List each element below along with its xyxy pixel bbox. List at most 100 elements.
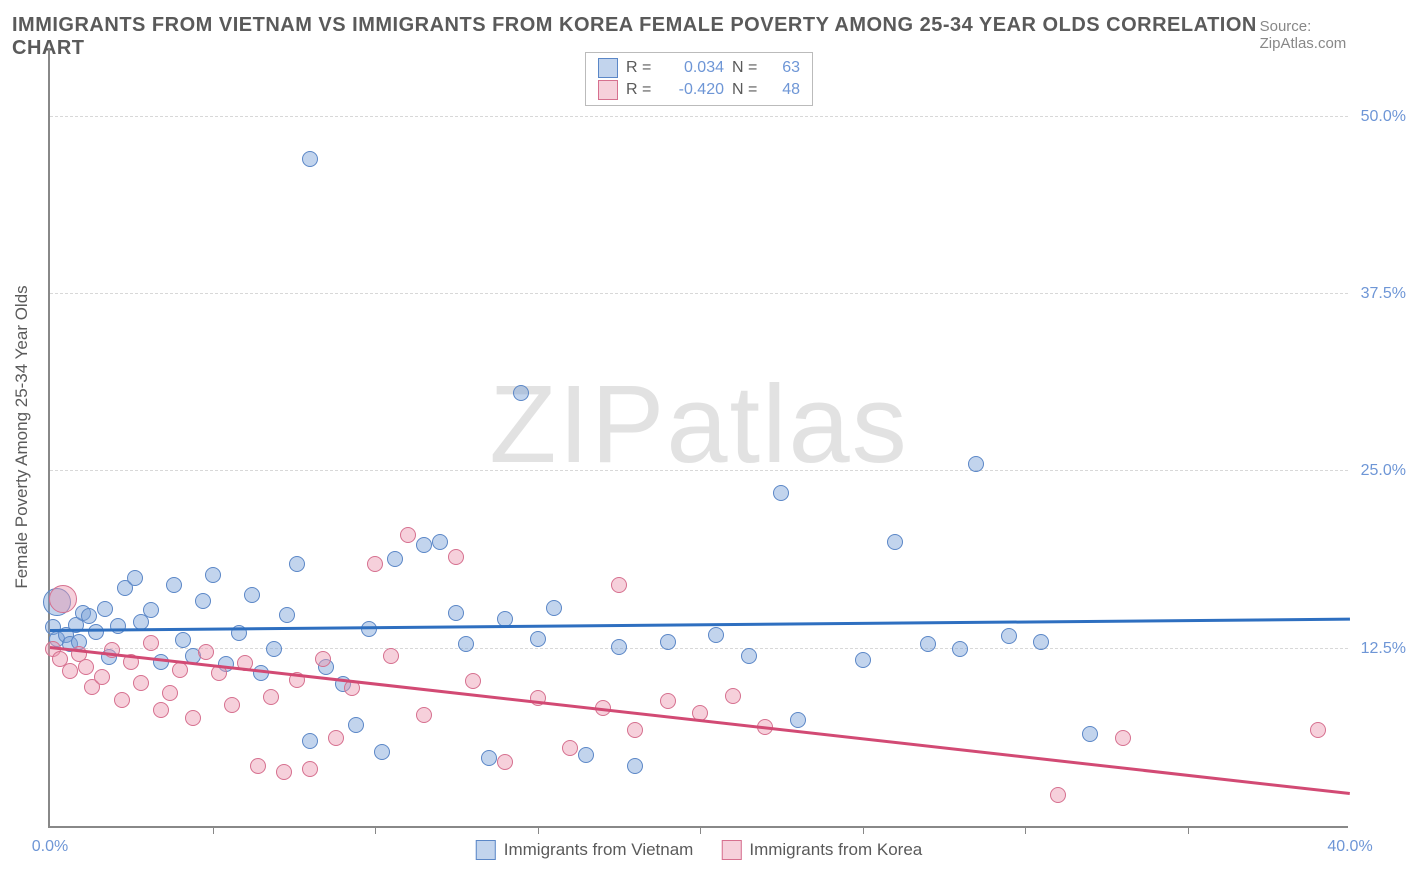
- data-point: [374, 744, 390, 760]
- gridline: [50, 648, 1348, 649]
- legend-swatch: [721, 840, 741, 860]
- data-point: [448, 605, 464, 621]
- gridline: [50, 116, 1348, 117]
- data-point: [513, 385, 529, 401]
- x-tick: [538, 826, 539, 834]
- data-point: [1310, 722, 1326, 738]
- data-point: [224, 697, 240, 713]
- x-tick: [375, 826, 376, 834]
- data-point: [110, 618, 126, 634]
- data-point: [88, 624, 104, 640]
- n-value: 63: [770, 57, 800, 79]
- data-point: [920, 636, 936, 652]
- data-point: [266, 641, 282, 657]
- data-point: [416, 537, 432, 553]
- data-point: [205, 567, 221, 583]
- data-point: [289, 556, 305, 572]
- data-point: [1082, 726, 1098, 742]
- data-point: [367, 556, 383, 572]
- r-label: R =: [626, 79, 656, 101]
- data-point: [348, 717, 364, 733]
- data-point: [725, 688, 741, 704]
- data-point: [78, 659, 94, 675]
- data-point: [133, 675, 149, 691]
- n-label: N =: [732, 79, 762, 101]
- r-value: -0.420: [664, 79, 724, 101]
- data-point: [185, 710, 201, 726]
- data-point: [127, 570, 143, 586]
- legend-item: Immigrants from Vietnam: [476, 840, 694, 860]
- y-tick-label: 12.5%: [1350, 640, 1406, 658]
- data-point: [627, 722, 643, 738]
- data-point: [458, 636, 474, 652]
- data-point: [172, 662, 188, 678]
- correlation-legend: R =0.034N =63R =-0.420N =48: [585, 52, 813, 106]
- data-point: [741, 648, 757, 664]
- data-point: [562, 740, 578, 756]
- data-point: [94, 669, 110, 685]
- data-point: [660, 634, 676, 650]
- data-point: [198, 644, 214, 660]
- data-point: [279, 607, 295, 623]
- y-axis-label: Female Poverty Among 25-34 Year Olds: [12, 285, 32, 588]
- x-tick: [1188, 826, 1189, 834]
- data-point: [361, 621, 377, 637]
- gridline: [50, 470, 1348, 471]
- data-point: [578, 747, 594, 763]
- data-point: [773, 485, 789, 501]
- r-label: R =: [626, 57, 656, 79]
- legend-item: Immigrants from Korea: [721, 840, 922, 860]
- x-tick-label: 0.0%: [32, 838, 68, 856]
- scatter-plot: Female Poverty Among 25-34 Year Olds ZIP…: [48, 48, 1348, 828]
- data-point: [328, 730, 344, 746]
- x-tick: [1025, 826, 1026, 834]
- source-label: Source: ZipAtlas.com: [1260, 18, 1394, 52]
- data-point: [481, 750, 497, 766]
- y-tick-label: 37.5%: [1350, 285, 1406, 303]
- data-point: [611, 639, 627, 655]
- legend-label: Immigrants from Korea: [749, 840, 922, 860]
- data-point: [302, 733, 318, 749]
- data-point: [708, 627, 724, 643]
- x-tick: [863, 826, 864, 834]
- data-point: [1001, 628, 1017, 644]
- data-point: [302, 761, 318, 777]
- legend-row: R =0.034N =63: [598, 57, 800, 79]
- data-point: [195, 593, 211, 609]
- data-point: [250, 758, 266, 774]
- data-point: [887, 534, 903, 550]
- gridline: [50, 293, 1348, 294]
- legend-swatch: [598, 80, 618, 100]
- data-point: [166, 577, 182, 593]
- data-point: [315, 651, 331, 667]
- data-point: [611, 577, 627, 593]
- data-point: [968, 456, 984, 472]
- data-point: [276, 764, 292, 780]
- data-point: [162, 685, 178, 701]
- data-point: [114, 692, 130, 708]
- data-point: [81, 608, 97, 624]
- data-point: [497, 754, 513, 770]
- data-point: [448, 549, 464, 565]
- data-point: [416, 707, 432, 723]
- data-point: [855, 652, 871, 668]
- data-point: [1033, 634, 1049, 650]
- r-value: 0.034: [664, 57, 724, 79]
- data-point: [952, 641, 968, 657]
- y-tick-label: 50.0%: [1350, 108, 1406, 126]
- data-point: [400, 527, 416, 543]
- legend-swatch: [476, 840, 496, 860]
- x-tick: [213, 826, 214, 834]
- data-point: [49, 585, 77, 613]
- data-point: [383, 648, 399, 664]
- data-point: [432, 534, 448, 550]
- data-point: [244, 587, 260, 603]
- data-point: [153, 702, 169, 718]
- data-point: [143, 635, 159, 651]
- x-tick: [700, 826, 701, 834]
- x-tick-label: 40.0%: [1327, 838, 1372, 856]
- trend-line: [50, 646, 1350, 795]
- data-point: [546, 600, 562, 616]
- series-legend: Immigrants from Vietnam Immigrants from K…: [476, 840, 922, 860]
- n-value: 48: [770, 79, 800, 101]
